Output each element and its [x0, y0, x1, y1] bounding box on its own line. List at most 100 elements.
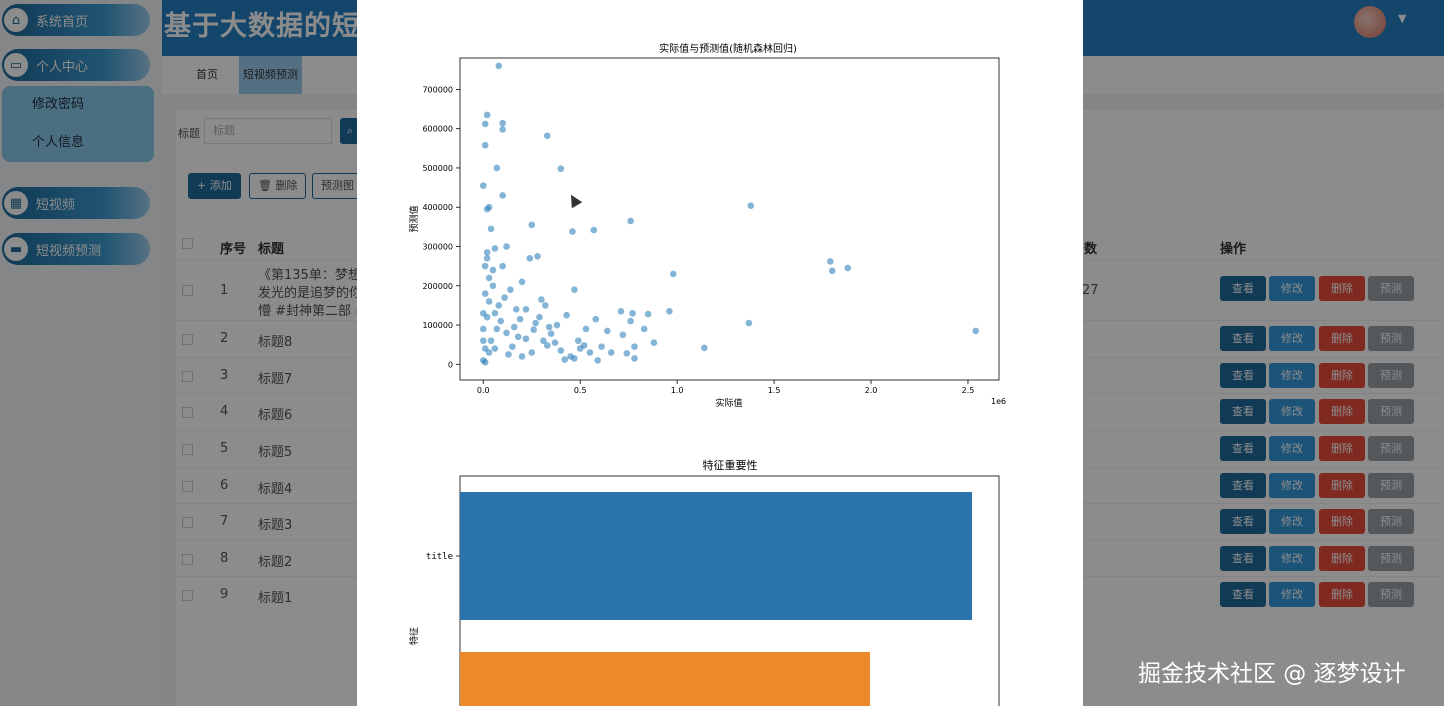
scatter-point: [503, 329, 510, 337]
delete-row-button[interactable]: 删除: [1319, 363, 1365, 388]
scatter-point: [493, 325, 501, 333]
tab-video-prediction[interactable]: 短视频预测: [239, 56, 302, 94]
delete-row-button[interactable]: 删除: [1319, 509, 1365, 534]
scatter-point: [543, 342, 551, 349]
row-checkbox[interactable]: [182, 590, 193, 601]
predict-button[interactable]: 预测: [1368, 363, 1414, 388]
search-input[interactable]: 标题: [204, 118, 332, 144]
scatter-ylabel: 预测值: [408, 205, 420, 232]
row-index: 9: [220, 587, 229, 602]
predict-button[interactable]: 预测: [1368, 582, 1414, 607]
scatter-point: [629, 309, 636, 317]
scatter-point: [644, 310, 652, 318]
view-button[interactable]: 查看: [1220, 326, 1266, 351]
edit-button[interactable]: 修改: [1269, 473, 1315, 498]
chevron-down-icon[interactable]: ▼: [1398, 12, 1407, 25]
row-checkbox[interactable]: [182, 481, 193, 492]
view-button[interactable]: 查看: [1220, 546, 1266, 571]
predict-button[interactable]: 预测: [1368, 473, 1414, 498]
scatter-point: [479, 325, 487, 333]
row-title: 懵 #封神第二部 #: [258, 304, 367, 319]
predict-button[interactable]: 预测: [1368, 276, 1414, 301]
view-button[interactable]: 查看: [1220, 436, 1266, 461]
row-index: 6: [220, 478, 229, 493]
submenu-item-personal-info[interactable]: 个人信息: [32, 135, 85, 150]
predict-button[interactable]: 预测: [1368, 546, 1414, 571]
bar-tick-label: title: [426, 552, 453, 562]
column-header-count[interactable]: 数: [1084, 242, 1098, 257]
scatter-point: [828, 267, 836, 275]
row-checkbox[interactable]: [182, 371, 193, 382]
sidebar-item-video-prediction[interactable]: ▬ 短视频预测: [2, 233, 150, 265]
delete-row-button[interactable]: 删除: [1319, 436, 1365, 461]
predict-button[interactable]: 预测: [1368, 326, 1414, 351]
edit-button[interactable]: 修改: [1269, 582, 1315, 607]
row-title: 标题7: [258, 372, 293, 387]
add-button[interactable]: + 添加: [188, 173, 241, 199]
scatter-point: [518, 353, 526, 360]
scatter-y-tick-label: 600000: [422, 125, 453, 134]
delete-button[interactable]: 🗑 删除: [249, 173, 307, 199]
view-button[interactable]: 查看: [1220, 399, 1266, 424]
row-checkbox[interactable]: [182, 285, 193, 296]
row-checkbox[interactable]: [182, 407, 193, 418]
edit-button[interactable]: 修改: [1269, 276, 1315, 301]
delete-row-button[interactable]: 删除: [1319, 399, 1365, 424]
column-header-title[interactable]: 标题: [258, 242, 285, 257]
edit-button[interactable]: 修改: [1269, 363, 1315, 388]
sidebar-item-home[interactable]: ⌂ 系统首页: [2, 4, 150, 36]
edit-button[interactable]: 修改: [1269, 436, 1315, 461]
delete-row-button[interactable]: 删除: [1319, 276, 1365, 301]
scatter-point: [483, 249, 491, 256]
scatter-x-tick-label: 2.0: [865, 386, 878, 395]
edit-button[interactable]: 修改: [1269, 509, 1315, 534]
scatter-point: [509, 343, 516, 350]
view-button[interactable]: 查看: [1220, 276, 1266, 301]
edit-button[interactable]: 修改: [1269, 399, 1315, 424]
delete-row-button[interactable]: 删除: [1319, 326, 1365, 351]
row-index: 5: [220, 441, 229, 456]
edit-button[interactable]: 修改: [1269, 326, 1315, 351]
submenu-item-change-password[interactable]: 修改密码: [32, 97, 85, 112]
scatter-x-tick-label: 0.5: [574, 386, 587, 395]
scatter-point: [481, 120, 489, 128]
prediction-chart-modal: 实际值与预测值(随机森林回归) 0.0 0.5 1.0 1.5 2.0 2.5 0 10000…: [357, 0, 1083, 706]
delete-row-button[interactable]: 删除: [1319, 473, 1365, 498]
row-index: 8: [220, 551, 229, 566]
scatter-x-offset: 1e6: [991, 397, 1006, 406]
tab-home[interactable]: 首页: [196, 68, 218, 81]
avatar[interactable]: [1354, 6, 1386, 38]
predict-button[interactable]: 预测: [1368, 399, 1414, 424]
row-checkbox[interactable]: [182, 554, 193, 565]
sidebar-item-short-video[interactable]: ▦ 短视频: [2, 187, 150, 219]
select-all-checkbox[interactable]: [182, 238, 193, 249]
scatter-y-tick-label: 700000: [422, 85, 453, 94]
scatter-point: [483, 254, 491, 262]
scatter-point: [567, 353, 574, 360]
scatter-point: [522, 335, 530, 343]
delete-row-button[interactable]: 删除: [1319, 546, 1365, 571]
scatter-point: [827, 258, 834, 265]
scatter-point: [598, 343, 605, 350]
sidebar-item-personal-center[interactable]: ▭ 个人中心: [2, 49, 150, 81]
edit-button[interactable]: 修改: [1269, 546, 1315, 571]
scatter-point: [627, 317, 634, 325]
scatter-point: [489, 266, 497, 274]
grid-icon: ▦: [4, 191, 28, 215]
view-button[interactable]: 查看: [1220, 363, 1266, 388]
scatter-point: [501, 294, 508, 301]
search-button[interactable]: ⌕: [340, 118, 360, 144]
view-button[interactable]: 查看: [1220, 582, 1266, 607]
row-checkbox[interactable]: [182, 517, 193, 528]
row-checkbox[interactable]: [182, 444, 193, 455]
predict-button[interactable]: 预测: [1368, 509, 1414, 534]
delete-row-button[interactable]: 删除: [1319, 582, 1365, 607]
view-button[interactable]: 查看: [1220, 473, 1266, 498]
scatter-point: [576, 345, 584, 352]
row-checkbox[interactable]: [182, 334, 193, 345]
view-button[interactable]: 查看: [1220, 509, 1266, 534]
row-title: 标题8: [258, 335, 293, 350]
predict-button[interactable]: 预测: [1368, 436, 1414, 461]
scatter-point: [619, 331, 627, 339]
predict-chart-button[interactable]: 预测图: [312, 173, 363, 199]
